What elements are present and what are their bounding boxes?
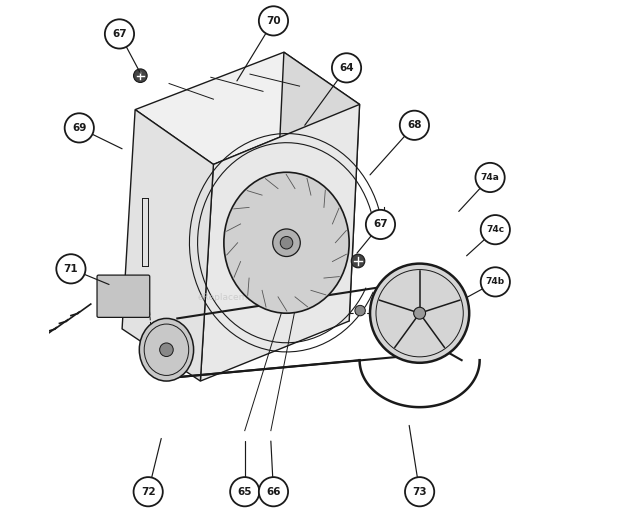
Circle shape [160, 343, 173, 357]
Text: 67: 67 [112, 29, 126, 39]
Polygon shape [273, 52, 360, 321]
Circle shape [133, 477, 163, 506]
Circle shape [405, 477, 434, 506]
Circle shape [332, 53, 361, 82]
Text: eReplacementParts.com: eReplacementParts.com [198, 293, 308, 302]
Circle shape [480, 267, 510, 296]
Circle shape [400, 111, 429, 140]
Ellipse shape [140, 318, 193, 381]
Ellipse shape [224, 172, 349, 313]
Circle shape [259, 6, 288, 35]
Polygon shape [135, 52, 360, 164]
Polygon shape [122, 110, 213, 381]
Text: 66: 66 [266, 487, 281, 497]
Text: 74a: 74a [480, 173, 500, 182]
Circle shape [105, 19, 134, 49]
Polygon shape [200, 104, 360, 381]
Circle shape [133, 69, 147, 82]
Circle shape [480, 215, 510, 244]
Text: 67: 67 [373, 219, 388, 230]
Text: 70: 70 [266, 16, 281, 26]
FancyBboxPatch shape [97, 275, 150, 317]
Circle shape [64, 113, 94, 143]
Text: 73: 73 [412, 487, 427, 497]
Text: 74b: 74b [485, 277, 505, 287]
Text: 74c: 74c [486, 225, 505, 234]
Circle shape [352, 254, 365, 268]
Circle shape [280, 236, 293, 249]
Text: 69: 69 [72, 123, 86, 133]
Text: 64: 64 [339, 63, 354, 73]
Circle shape [56, 254, 86, 283]
Text: 68: 68 [407, 120, 422, 130]
Text: 71: 71 [64, 264, 78, 274]
Text: 65: 65 [237, 487, 252, 497]
Circle shape [476, 163, 505, 192]
Circle shape [366, 210, 395, 239]
Text: 72: 72 [141, 487, 156, 497]
Circle shape [355, 305, 365, 316]
Circle shape [259, 477, 288, 506]
Circle shape [414, 307, 425, 319]
Circle shape [273, 229, 300, 256]
Circle shape [370, 264, 469, 363]
Circle shape [230, 477, 259, 506]
